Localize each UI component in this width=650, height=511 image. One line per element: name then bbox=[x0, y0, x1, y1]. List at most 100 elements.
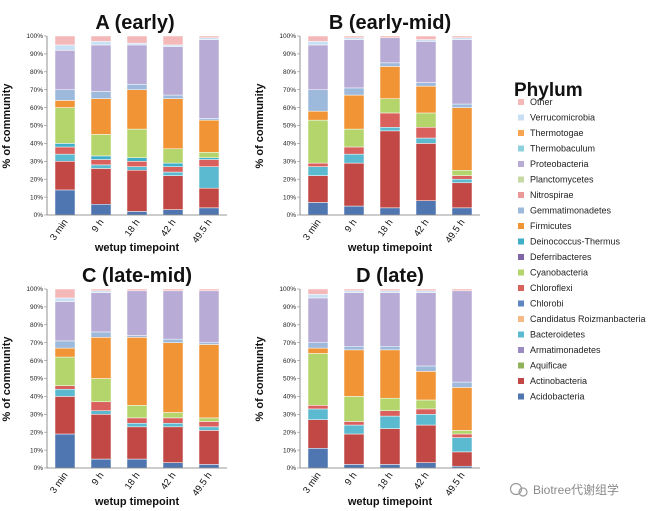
legend-item: Firmicutes bbox=[518, 221, 572, 231]
y-tick-label: 0% bbox=[34, 212, 44, 219]
y-tick-label: 40% bbox=[30, 141, 43, 148]
bar-segment bbox=[343, 146, 365, 155]
legend-item-label: Candidatus Roizmanbacteria bbox=[530, 314, 646, 324]
bar-segment bbox=[126, 423, 148, 428]
y-tick-label: 60% bbox=[30, 105, 43, 112]
bar-segment bbox=[198, 119, 220, 153]
legend-item: Armatimonadetes bbox=[518, 345, 601, 355]
legend-item: Aquificae bbox=[518, 361, 567, 371]
bar-segment bbox=[54, 89, 76, 101]
bar-segment bbox=[54, 100, 76, 108]
bar-segment bbox=[90, 401, 112, 411]
y-tick-label: 100% bbox=[279, 286, 296, 293]
legend-swatch bbox=[518, 192, 524, 198]
y-tick-label: 40% bbox=[30, 394, 43, 401]
panel-title: D (late) bbox=[356, 265, 424, 287]
bar-segment bbox=[343, 94, 365, 130]
bar-segment bbox=[415, 292, 437, 367]
bar-segment bbox=[343, 433, 365, 465]
bar-segment bbox=[307, 35, 329, 42]
bar-segment bbox=[54, 107, 76, 144]
x-tick-label: 3 min bbox=[301, 217, 323, 242]
bar-segment bbox=[415, 35, 437, 40]
y-tick-label: 100% bbox=[26, 33, 43, 40]
legend-item-label: Thermotogae bbox=[530, 128, 584, 138]
bar-segment bbox=[162, 338, 184, 343]
bar-segment bbox=[415, 290, 437, 293]
legend-item: Planctomycetes bbox=[518, 175, 594, 185]
y-tick-label: 60% bbox=[283, 105, 296, 112]
bar-stack bbox=[415, 35, 437, 216]
y-tick-label: 80% bbox=[283, 322, 296, 329]
bar-segment bbox=[307, 41, 329, 46]
y-tick-label: 50% bbox=[283, 376, 296, 383]
bar-segment bbox=[379, 397, 401, 411]
bar-segment bbox=[198, 159, 220, 167]
y-tick-label: 50% bbox=[30, 376, 43, 383]
bar-segment bbox=[162, 462, 184, 469]
x-axis-label: wetup timepoint bbox=[94, 496, 180, 508]
bar-segment bbox=[162, 426, 184, 463]
bar-segment bbox=[90, 292, 112, 333]
y-tick-label: 0% bbox=[287, 465, 297, 472]
bar-segment bbox=[90, 331, 112, 338]
legend-item-label: Verrucomicrobia bbox=[530, 113, 595, 123]
y-tick-label: 90% bbox=[283, 304, 296, 311]
legend-swatch bbox=[518, 331, 524, 338]
bar-segment bbox=[379, 98, 401, 114]
bar-segment bbox=[198, 421, 220, 428]
bar-segment bbox=[307, 405, 329, 410]
x-tick-label: 9 h bbox=[90, 217, 107, 234]
legend-item: Chlorobi bbox=[518, 299, 564, 309]
bar-segment bbox=[343, 292, 365, 347]
bar-segment bbox=[126, 89, 148, 130]
x-tick-label: 9 h bbox=[343, 470, 360, 487]
bar-segment bbox=[343, 288, 365, 292]
bar-segment bbox=[90, 41, 112, 46]
legend-item-label: Cyanobacteria bbox=[530, 268, 588, 278]
legend-item-label: Acidobacteria bbox=[530, 392, 585, 402]
bar-segment bbox=[451, 433, 473, 438]
wechat-icon-inner bbox=[518, 487, 528, 497]
bar-segment bbox=[379, 346, 401, 351]
y-tick-label: 70% bbox=[30, 340, 43, 347]
bar-segment bbox=[379, 288, 401, 292]
bar-segment bbox=[451, 35, 473, 39]
bar-segment bbox=[379, 127, 401, 132]
bar-segment bbox=[54, 288, 76, 299]
bar-segment bbox=[415, 408, 437, 415]
bar-segment bbox=[90, 288, 112, 292]
bar-segment bbox=[54, 35, 76, 46]
x-tick-label: 9 h bbox=[90, 470, 107, 487]
bar-segment bbox=[198, 152, 220, 158]
legend-swatch bbox=[518, 254, 524, 260]
bar-segment bbox=[451, 175, 473, 180]
bar-segment bbox=[54, 385, 76, 390]
y-tick-label: 80% bbox=[30, 322, 43, 329]
y-axis-label: % of community bbox=[1, 336, 13, 422]
bar-segment bbox=[90, 159, 112, 166]
bar-stack bbox=[162, 288, 184, 469]
legend-item: Deferribacteres bbox=[518, 252, 592, 262]
legend-item-label: Planctomycetes bbox=[530, 175, 594, 185]
legend-swatch bbox=[518, 378, 524, 384]
bar-segment bbox=[379, 292, 401, 347]
bar-segment bbox=[415, 200, 437, 216]
bar-segment bbox=[162, 175, 184, 210]
x-tick-label: 49.5 h bbox=[443, 217, 467, 245]
chart-panel-3: C (late-mid) 0% 10% 20% 30% 40% 50% 60% 70% 80% 90… bbox=[1, 265, 227, 508]
bar-segment bbox=[162, 423, 184, 428]
bar-stack bbox=[451, 35, 473, 216]
bar-segment bbox=[126, 35, 148, 44]
bar-segment bbox=[379, 207, 401, 216]
legend-swatch bbox=[518, 176, 524, 183]
bar-segment bbox=[162, 288, 184, 292]
legend-item: Gemmatimonadetes bbox=[518, 206, 612, 216]
bar-segment bbox=[162, 35, 184, 46]
y-tick-label: 30% bbox=[283, 159, 296, 166]
x-tick-label: 18 h bbox=[123, 470, 143, 491]
bar-segment bbox=[54, 297, 76, 302]
bar-stack bbox=[198, 35, 220, 216]
bar-segment bbox=[415, 371, 437, 401]
legend-item: Nitrospirae bbox=[518, 190, 574, 200]
